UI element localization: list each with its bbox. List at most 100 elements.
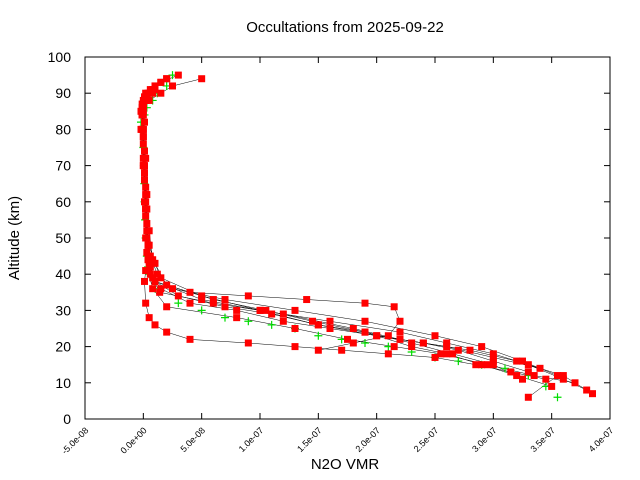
y-axis-label: Altitude (km) [6,196,23,280]
x-axis-label: N2O VMR [311,456,380,473]
profile-point [244,339,252,347]
profile-point [384,332,392,340]
profile-point [326,317,334,325]
profile-point [431,353,439,361]
profile-point [291,325,299,332]
profile-point [145,314,153,322]
profile-point [349,339,357,347]
profile-point [151,259,159,267]
profile-point [559,372,567,380]
profile-point [146,263,154,271]
profile-point [419,339,427,347]
profile-point [408,343,416,351]
profile-point [151,321,159,329]
profile-point [142,205,150,213]
profile-line [141,78,523,380]
profile-point [151,277,159,285]
profile-point [524,361,532,369]
profile-point [144,241,152,249]
profile-point [513,372,521,380]
profile-point [478,343,486,351]
profile-point [157,285,165,293]
profile-point [314,321,322,329]
profile-point [163,75,171,83]
profile-point [349,325,357,332]
profile-point [571,379,579,387]
profile-point [174,71,182,79]
profile-point [449,350,456,358]
y-tick-label: 60 [55,194,71,210]
profile-point [157,78,165,86]
profile-point [472,361,480,369]
profile-point [489,350,497,358]
y-tick-label: 80 [55,121,71,137]
profile-point [138,104,146,112]
profile-point [157,89,165,97]
chart-title: Occultations from 2025-09-22 [246,19,444,36]
profile-point [151,82,159,90]
profile-point [390,343,398,351]
x-tick-label: 1.0e-07 [237,425,266,454]
y-tick-label: 20 [55,339,71,355]
profile-point [209,299,217,307]
profile-point [142,183,150,191]
mean-point [221,313,229,322]
profile-point [559,375,567,383]
x-tick-label: -5.0e-08 [60,425,91,456]
profile-point [186,335,194,343]
y-tick-label: 30 [55,302,71,318]
profile-point [291,306,299,314]
y-tick-label: 70 [55,158,71,174]
y-tick-label: 100 [48,49,72,65]
profile-point [186,288,194,296]
profile-point [142,299,150,307]
profile-point [542,375,550,383]
profile-point [279,310,287,318]
plot-area [137,71,596,402]
profile-point [519,375,526,383]
mean-point [267,320,276,329]
profile-point [209,296,217,304]
profile-point [186,299,194,307]
profile-point [141,118,148,126]
profile-point [163,281,171,289]
profile-point [437,350,445,358]
profile-point [169,285,176,293]
x-tick-label: 5.0e-08 [178,425,207,454]
profile-point [454,346,462,354]
profile-point [279,317,287,325]
profile-line [140,78,593,394]
profile-point [157,274,165,282]
profile-point [146,256,154,264]
x-tick-label: 2.0e-07 [353,425,382,454]
profile-point [174,292,182,300]
profile-point [489,357,497,365]
profile-point [536,364,544,372]
profile-point [233,314,241,322]
profile-point [138,107,146,115]
profile-point [163,303,171,311]
y-tick-label: 90 [55,85,71,101]
profile-point [443,339,451,347]
mean-point [501,364,509,373]
profile-point [256,306,264,314]
y-tick-label: 40 [55,266,71,282]
profile-point [198,296,206,304]
profile-line [141,85,576,384]
profile-point [151,86,159,94]
profile-point [142,96,150,104]
profile-point [326,325,334,332]
profile-point [138,125,146,133]
profile-point [396,317,404,325]
x-tick-label: 1.5e-07 [295,425,324,454]
profile-point [489,353,497,361]
profile-point [221,303,229,311]
profile-point [262,306,270,314]
profile-point [291,343,299,351]
profile-point [373,332,381,340]
profile-point [145,259,153,267]
profile-point [141,147,148,155]
profile-point [524,368,532,376]
profile-point [478,361,486,369]
profile-point [548,382,556,390]
